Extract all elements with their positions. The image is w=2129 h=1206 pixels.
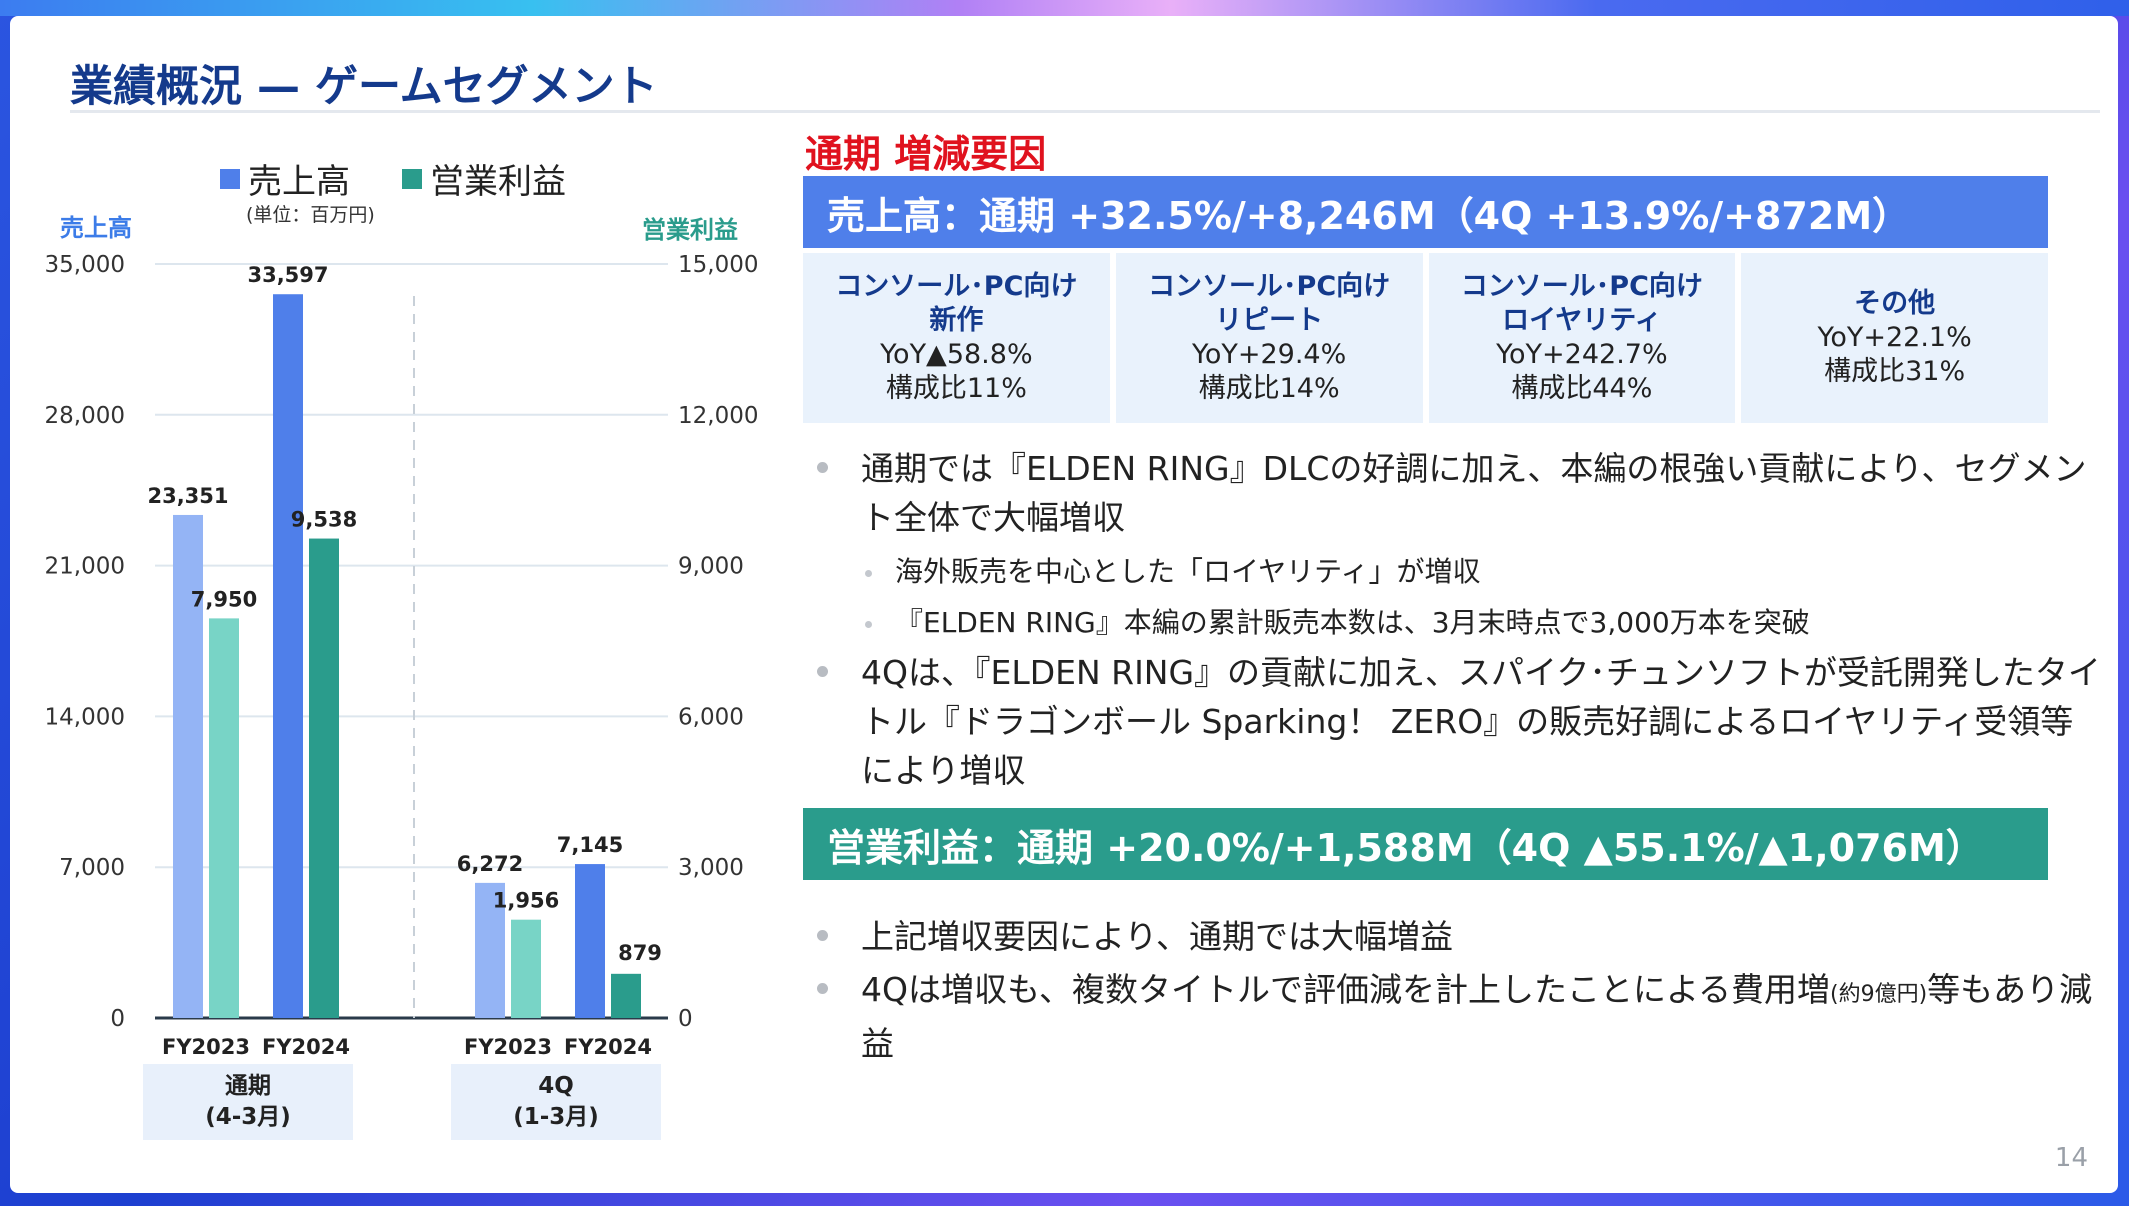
page-number: 14 bbox=[2054, 1143, 2088, 1173]
bullet-item: 通期では『ELDEN RING』DLCの好調に加え、本編の根強い貢献により、セグ… bbox=[815, 444, 2105, 542]
legend-swatch-sales bbox=[220, 168, 240, 189]
breakdown-cards: コンソール･PC向け 新作 YoY▲58.8% 構成比11% コンソール･PC向… bbox=[803, 253, 2048, 423]
bar-sales bbox=[475, 882, 505, 1018]
legend-label-profit: 営業利益 bbox=[430, 162, 566, 202]
y-tick-label-left: 7,000 bbox=[59, 855, 125, 881]
legend-item-profit: 営業利益 bbox=[402, 154, 566, 203]
legend-swatch-profit bbox=[402, 168, 422, 189]
bar-profit bbox=[611, 973, 641, 1018]
unit-label: (単位：百万円) bbox=[246, 204, 375, 226]
card-yoy: YoY+242.7% bbox=[1496, 339, 1668, 370]
x-category-label: FY2024 bbox=[262, 1035, 350, 1059]
card-subtitle: ロイヤリティ bbox=[1502, 305, 1662, 336]
card-royalty: コンソール･PC向け ロイヤリティ YoY+242.7% 構成比44% bbox=[1428, 253, 1736, 423]
y-tick-label-left: 35,000 bbox=[45, 252, 125, 278]
y-tick-label-left: 28,000 bbox=[45, 403, 125, 429]
period-label-line1: 通期 bbox=[225, 1073, 271, 1099]
y-axis-left-title: 売上高 bbox=[60, 214, 132, 242]
chart-legend: 売上高 営業利益 bbox=[220, 154, 566, 203]
bullet-text-tail: 等もあり減益 bbox=[861, 970, 2093, 1063]
card-share: 構成比44% bbox=[1511, 373, 1653, 404]
y-tick-label-left: 21,000 bbox=[45, 554, 125, 580]
bullet-text: 4Qは増収も、複数タイトルで評価減を計上したことによる費用増 bbox=[861, 970, 1830, 1009]
profit-banner: 営業利益：通期 +20.0%/+1,588M（4Q ▲55.1%/▲1,076M… bbox=[803, 808, 2048, 880]
y-tick-label-right: 9,000 bbox=[678, 554, 744, 580]
card-yoy: YoY▲58.8% bbox=[880, 339, 1033, 370]
bar-profit bbox=[511, 919, 541, 1018]
legend-item-sales: 売上高 bbox=[220, 154, 350, 203]
sub-bullet-item: 海外販売を中心とした「ロイヤリティ」が増収 bbox=[815, 546, 2105, 597]
card-title: コンソール･PC向け bbox=[1460, 271, 1703, 302]
legend-label-sales: 売上高 bbox=[248, 162, 350, 202]
bar-chart: 0 0 7,000 3,000 14,000 6,000 21,000 9,000 28,000… bbox=[45, 252, 759, 1059]
card-share: 構成比11% bbox=[885, 373, 1027, 404]
data-label-sales: 23,351 bbox=[147, 484, 228, 508]
page-title: 業績概況 — ゲームセグメント bbox=[70, 62, 658, 112]
bar-sales bbox=[173, 514, 203, 1018]
card-new-titles: コンソール･PC向け 新作 YoY▲58.8% 構成比11% bbox=[803, 253, 1110, 423]
y-tick-label-left: 0 bbox=[110, 1006, 125, 1032]
card-title: コンソール･PC向け bbox=[835, 271, 1078, 302]
bullet-item: 4Qは増収も、複数タイトルで評価減を計上したことによる費用増(約9億円)等もあり… bbox=[815, 965, 2105, 1068]
section-heading: 通期 増減要因 bbox=[805, 132, 1047, 176]
y-tick-label-right: 12,000 bbox=[678, 403, 758, 429]
data-label-profit: 9,538 bbox=[291, 508, 357, 532]
card-share: 構成比31% bbox=[1824, 356, 1966, 387]
sales-banner: 売上高：通期 +32.5%/+8,246M（4Q +13.9%/+872M） bbox=[803, 176, 2048, 248]
x-category-label: FY2023 bbox=[464, 1035, 552, 1059]
data-label-sales: 6,272 bbox=[457, 852, 523, 876]
card-repeat: コンソール･PC向け リピート YoY+29.4% 構成比14% bbox=[1115, 253, 1423, 423]
bar-profit bbox=[209, 618, 239, 1018]
period-box-4q: 4Q (1-3月) bbox=[451, 1064, 661, 1140]
bullet-item: 4Qは、『ELDEN RING』の貢献に加え、スパイク･チュンソフトが受託開発し… bbox=[815, 648, 2105, 795]
y-tick-label-right: 15,000 bbox=[678, 252, 758, 278]
card-title: コンソール･PC向け bbox=[1148, 271, 1391, 302]
x-category-label: FY2024 bbox=[564, 1035, 652, 1059]
data-label-profit: 7,950 bbox=[191, 587, 257, 611]
y-axis-right-title: 営業利益 bbox=[642, 216, 738, 244]
card-title: その他 bbox=[1854, 288, 1936, 319]
profit-bullets: 上記増収要因により、通期では大幅増益 4Qは増収も、複数タイトルで評価減を計上し… bbox=[815, 912, 2105, 1072]
period-label-line2: (4-3月) bbox=[205, 1104, 291, 1130]
sales-bullets: 通期では『ELDEN RING』DLCの好調に加え、本編の根強い貢献により、セグ… bbox=[815, 444, 2105, 799]
frame-accent bbox=[0, 0, 2129, 16]
bullet-note: (約9億円) bbox=[1830, 982, 1928, 1007]
period-label-line1: 4Q bbox=[538, 1073, 574, 1099]
bullet-item: 上記増収要因により、通期では大幅増益 bbox=[815, 912, 2105, 961]
y-tick-label-right: 3,000 bbox=[678, 855, 744, 881]
card-subtitle: 新作 bbox=[929, 305, 984, 336]
data-label-profit: 1,956 bbox=[493, 889, 559, 913]
y-tick-label-right: 0 bbox=[678, 1006, 693, 1032]
data-label-profit: 879 bbox=[618, 941, 662, 965]
bar-profit bbox=[309, 538, 339, 1018]
card-yoy: YoY+29.4% bbox=[1191, 339, 1347, 370]
data-label-sales: 7,145 bbox=[557, 833, 623, 857]
x-category-label: FY2023 bbox=[162, 1035, 250, 1059]
card-other: その他 YoY+22.1% 構成比31% bbox=[1741, 253, 2048, 423]
y-tick-label-left: 14,000 bbox=[45, 704, 125, 730]
slide: 業績概況 — ゲームセグメント 0 0 7,000 3,000 14,000 6,000 2… bbox=[10, 16, 2118, 1193]
sub-bullet-item: 『ELDEN RING』本編の累計販売本数は、3月末時点で3,000万本を突破 bbox=[815, 597, 2105, 648]
card-yoy: YoY+22.1% bbox=[1817, 322, 1972, 353]
data-label-sales: 33,597 bbox=[247, 263, 328, 287]
period-box-full-year: 通期 (4-3月) bbox=[143, 1064, 353, 1140]
period-label-line2: (1-3月) bbox=[513, 1104, 599, 1130]
y-tick-label-right: 6,000 bbox=[678, 704, 744, 730]
title-divider bbox=[70, 110, 2100, 113]
bar-sales bbox=[575, 864, 605, 1018]
bar-sales bbox=[273, 294, 303, 1019]
card-subtitle: リピート bbox=[1215, 305, 1324, 336]
card-share: 構成比14% bbox=[1198, 373, 1340, 404]
